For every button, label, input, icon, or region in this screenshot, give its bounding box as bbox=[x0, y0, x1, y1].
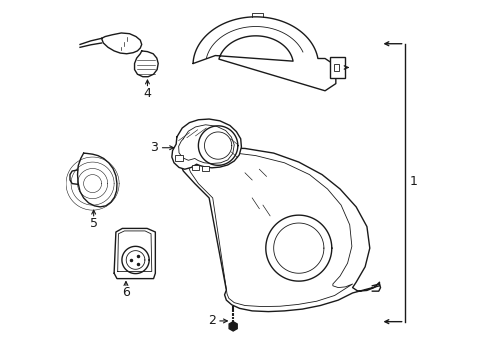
Text: 2: 2 bbox=[208, 314, 216, 328]
Polygon shape bbox=[229, 321, 237, 331]
Polygon shape bbox=[135, 51, 158, 77]
Text: 6: 6 bbox=[122, 287, 130, 300]
Text: 5: 5 bbox=[90, 217, 98, 230]
Polygon shape bbox=[179, 148, 379, 312]
Polygon shape bbox=[101, 33, 142, 54]
Text: 1: 1 bbox=[410, 175, 417, 188]
FancyBboxPatch shape bbox=[330, 57, 345, 78]
Polygon shape bbox=[193, 17, 336, 91]
Polygon shape bbox=[77, 153, 117, 207]
Polygon shape bbox=[172, 119, 242, 169]
Text: 3: 3 bbox=[149, 141, 157, 154]
Text: 4: 4 bbox=[144, 87, 151, 100]
Bar bbox=[192, 165, 199, 170]
Bar bbox=[202, 166, 209, 171]
Bar bbox=[334, 64, 340, 71]
Bar bbox=[175, 155, 183, 161]
Polygon shape bbox=[114, 228, 155, 279]
